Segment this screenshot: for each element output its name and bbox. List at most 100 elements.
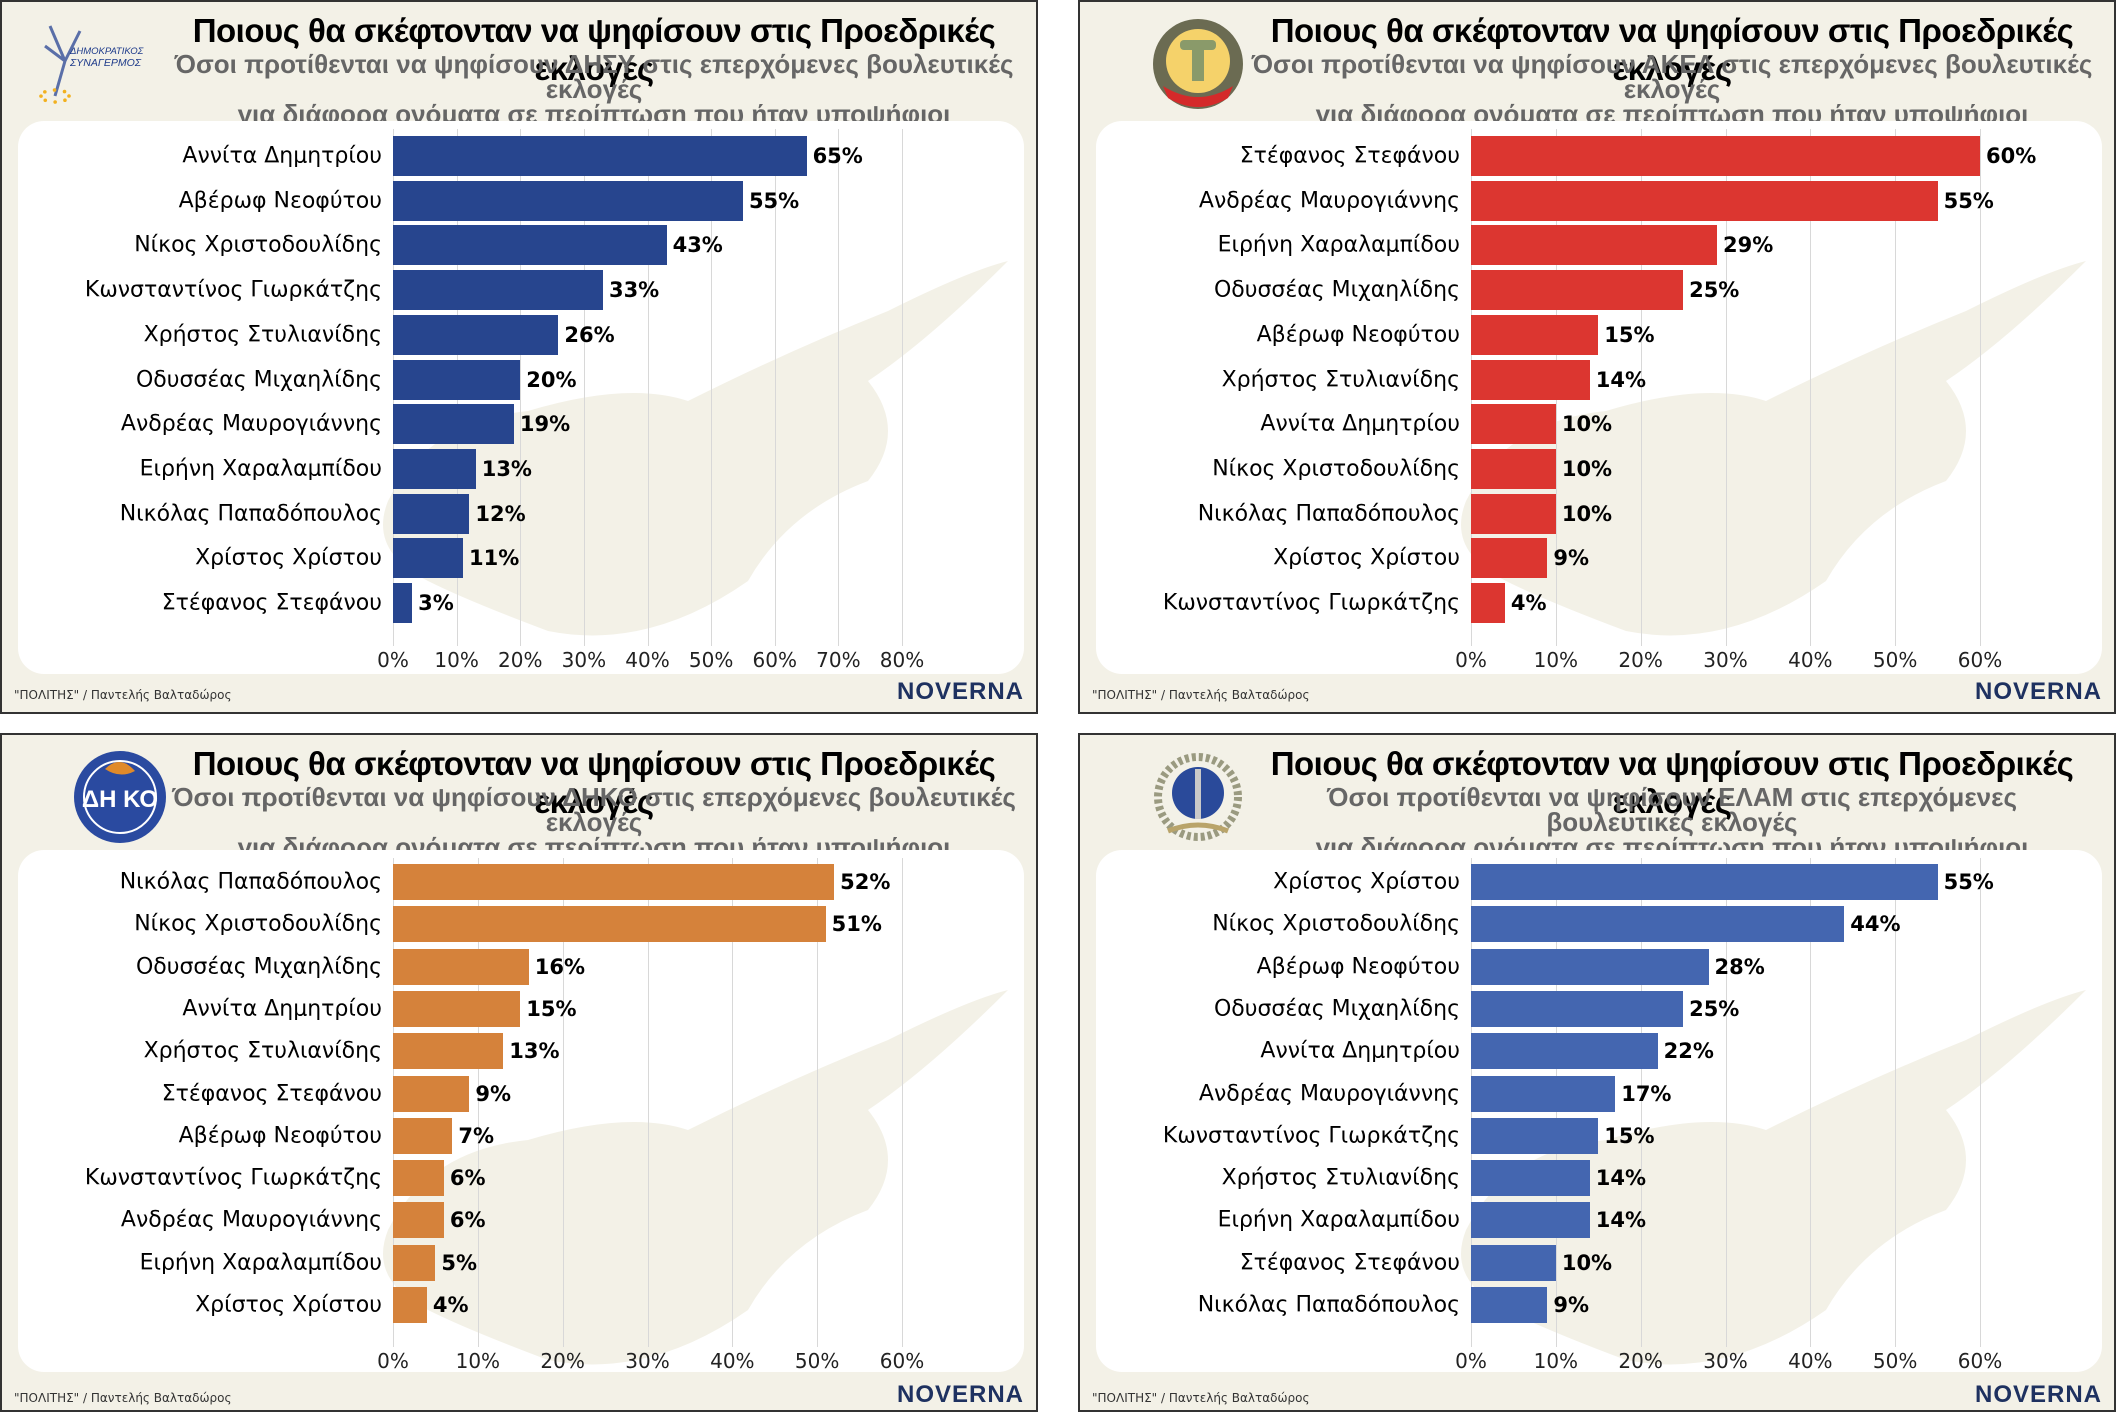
data-label: 55%: [748, 188, 800, 213]
noverna-logo: NOVERNA: [896, 678, 1024, 705]
category-label: Οδυσσέας Μιχαηλίδης: [135, 367, 382, 392]
category-label: Στέφανος Στεφάνου: [1239, 143, 1460, 169]
category-label: Νικόλας Παπαδόπουλος: [1197, 501, 1460, 527]
category-label: Χρήστος Στυλιανίδης: [1221, 1165, 1460, 1191]
data-label: 11%: [468, 546, 520, 571]
x-tick-label: 40%: [1788, 648, 1833, 672]
category-label: Ανδρέας Μαυρογιάννης: [120, 1207, 382, 1233]
chart-subtitle: Όσοι προτίθενται να ψηφίσουν ΑΚΕΛ στις ε…: [1250, 51, 2094, 127]
svg-text:ΔΗΜΟΚΡΑΤΙΚΟΣ: ΔΗΜΟΚΡΑΤΙΚΟΣ: [69, 46, 144, 57]
bar: [1471, 1287, 1548, 1323]
category-label: Στέφανος Στεφάνου: [161, 1081, 382, 1106]
bar: [1471, 538, 1548, 579]
x-tick-label: 30%: [1703, 1349, 1748, 1373]
x-tick-label: 50%: [1872, 1349, 1918, 1373]
x-tick-label: 20%: [540, 1349, 585, 1373]
bar: [393, 404, 514, 445]
x-tick-label: 70%: [816, 648, 861, 672]
noverna-logo: NOVERNA: [896, 1381, 1024, 1408]
cyprus-map-watermark: [1346, 251, 2106, 671]
gridline: [838, 129, 840, 646]
category-label: Κωνσταντίνος Γιωρκάτζης: [84, 1165, 382, 1191]
x-tick-label: 0%: [377, 648, 409, 672]
x-tick-label: 40%: [625, 648, 670, 672]
bar: [393, 448, 476, 489]
gridline: [902, 858, 903, 1347]
data-label: 55%: [1943, 870, 1994, 894]
data-label: 10%: [1561, 1250, 1613, 1275]
gridline: [732, 858, 734, 1347]
category-label: Χρίστος Χρίστου: [195, 1292, 382, 1318]
gridline: [1810, 858, 1812, 1347]
data-label: 10%: [1561, 456, 1613, 481]
data-label: 51%: [831, 912, 882, 937]
subtitle-line-1: Όσοι προτίθενται να ψηφίσουν ΔΗΣΥ στις ε…: [174, 49, 1014, 104]
chart-panel-ΔΗΚΟ: ΔΗ ΚΟ Ποιους θα σκέφτονταν να ψηφίσουν στ…: [0, 733, 1038, 1412]
chart-title: Ποιους θα σκέφτονταν να ψηφίσουν στις Πρ…: [1270, 745, 2074, 820]
bar: [1471, 270, 1684, 311]
category-label: Αβέρωφ Νεοφύτου: [1256, 322, 1460, 348]
category-label: Νίκος Χριστοδουλίδης: [1212, 456, 1460, 482]
gridline: [902, 129, 903, 646]
bar: [1471, 1202, 1590, 1239]
category-label: Ειρήνη Χαραλαμπίδου: [139, 1250, 382, 1276]
bar: [393, 493, 470, 534]
category-label: Αβέρωφ Νεοφύτου: [178, 1123, 382, 1149]
party-logo: [1098, 16, 1248, 111]
bar: [393, 1075, 470, 1112]
bar: [393, 906, 826, 943]
gridline: [520, 129, 522, 646]
bar: [393, 583, 413, 623]
x-tick-label: 0%: [1455, 648, 1487, 672]
category-label: Χρήστος Στυλιανίδης: [143, 322, 382, 348]
chart-title: Ποιους θα σκέφτονταν να ψηφίσουν στις Πρ…: [192, 745, 996, 820]
chart-title: Ποιους θα σκέφτονταν να ψηφίσουν στις Πρ…: [192, 12, 996, 87]
bar: [1471, 404, 1556, 445]
bar: [393, 864, 835, 900]
bar: [1471, 864, 1938, 900]
category-label: Ανδρέας Μαυρογιάννης: [1198, 188, 1460, 214]
source-credit: "ΠΟΛΙΤΗΣ" / Παντελής Βαλταδώρος: [1092, 688, 1310, 702]
data-label: 13%: [509, 1039, 560, 1064]
category-label: Νικόλας Παπαδόπουλος: [119, 501, 382, 527]
bar: [1471, 359, 1590, 400]
data-label: 60%: [1986, 144, 2037, 168]
bar: [393, 314, 559, 355]
category-label: Ειρήνη Χαραλαμπίδου: [1217, 232, 1460, 258]
category-label: Ειρήνη Χαραλαμπίδου: [1217, 1207, 1460, 1233]
noverna-logo: NOVERNA: [1974, 1381, 2102, 1408]
bar: [1471, 448, 1556, 489]
category-label: Αννίτα Δημητρίου: [182, 996, 382, 1022]
cyprus-map-watermark: [1346, 980, 2106, 1400]
category-label: Οδυσσέας Μιχαηλίδης: [1213, 277, 1460, 303]
bar: [393, 359, 521, 400]
gridline: [647, 858, 649, 1347]
category-label: Οδυσσέας Μιχαηλίδης: [1213, 996, 1460, 1022]
source-credit: "ΠΟΛΙΤΗΣ" / Παντελής Βαλταδώρος: [1092, 1391, 1310, 1405]
chart-subtitle: Όσοι προτίθενται να ψηφίσουν ΔΗΚΟ στις ε…: [172, 782, 1016, 860]
subtitle-line-1: Όσοι προτίθενται να ψηφίσουν ΔΗΚΟ στις ε…: [172, 782, 1016, 837]
data-label: 26%: [564, 322, 615, 347]
category-label: Αννίτα Δημητρίου: [1260, 1038, 1460, 1064]
x-tick-label: 10%: [455, 1349, 501, 1373]
bar: [1471, 493, 1556, 534]
bar: [1471, 1033, 1658, 1070]
bar: [1471, 180, 1938, 221]
data-label: 15%: [526, 996, 577, 1021]
gridline: [1895, 129, 1897, 646]
data-label: 15%: [1604, 322, 1655, 347]
data-label: 14%: [1595, 1166, 1647, 1191]
bar: [1471, 1160, 1590, 1197]
data-label: 20%: [526, 367, 577, 392]
bar: [393, 136, 807, 176]
gridline: [647, 129, 649, 646]
x-tick-label: 40%: [1788, 1349, 1833, 1373]
category-label: Χρίστος Χρίστου: [1273, 545, 1460, 571]
data-label: 14%: [1595, 1208, 1647, 1233]
data-label: 10%: [1561, 501, 1613, 526]
bar: [1471, 1117, 1599, 1154]
data-label: 52%: [840, 870, 891, 894]
category-label: Χρήστος Στυλιανίδης: [1221, 367, 1460, 392]
gridline: [583, 129, 585, 646]
subtitle-line-1: Όσοι προτίθενται να ψηφίσουν ΕΛΑΜ στις ε…: [1327, 782, 2017, 837]
